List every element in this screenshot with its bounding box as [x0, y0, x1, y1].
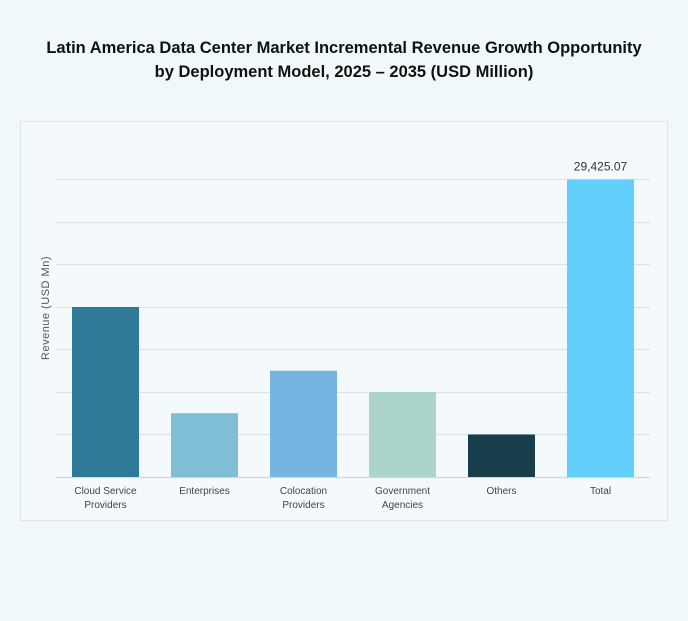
bar: [369, 392, 436, 477]
x-tick-label: Enterprises: [179, 486, 230, 497]
x-tick-label: Total: [590, 486, 611, 497]
y-axis-label: Revenue (USD Mn): [40, 256, 52, 360]
x-tick-label: Providers: [282, 500, 324, 511]
bar: [171, 413, 238, 477]
bar: [72, 307, 139, 477]
x-tick-label: Colocation: [280, 486, 327, 497]
bar: [270, 370, 337, 477]
bar: [468, 434, 535, 477]
x-tick-label: Providers: [84, 500, 126, 511]
x-tick-label: Others: [486, 486, 516, 497]
chart-subtitle: by Deployment Model, 2025 – 2035 (USD Mi…: [154, 63, 534, 81]
x-tick-label: Cloud Service: [74, 486, 137, 497]
chart-title: Latin America Data Center Market Increme…: [0, 36, 688, 84]
bar: [567, 179, 634, 477]
data-label: 29,425.07: [574, 160, 628, 174]
x-tick-label: Agencies: [382, 500, 423, 511]
chart-title-line1: Latin America Data Center Market Increme…: [46, 39, 642, 57]
x-tick-label: Government: [375, 486, 430, 497]
